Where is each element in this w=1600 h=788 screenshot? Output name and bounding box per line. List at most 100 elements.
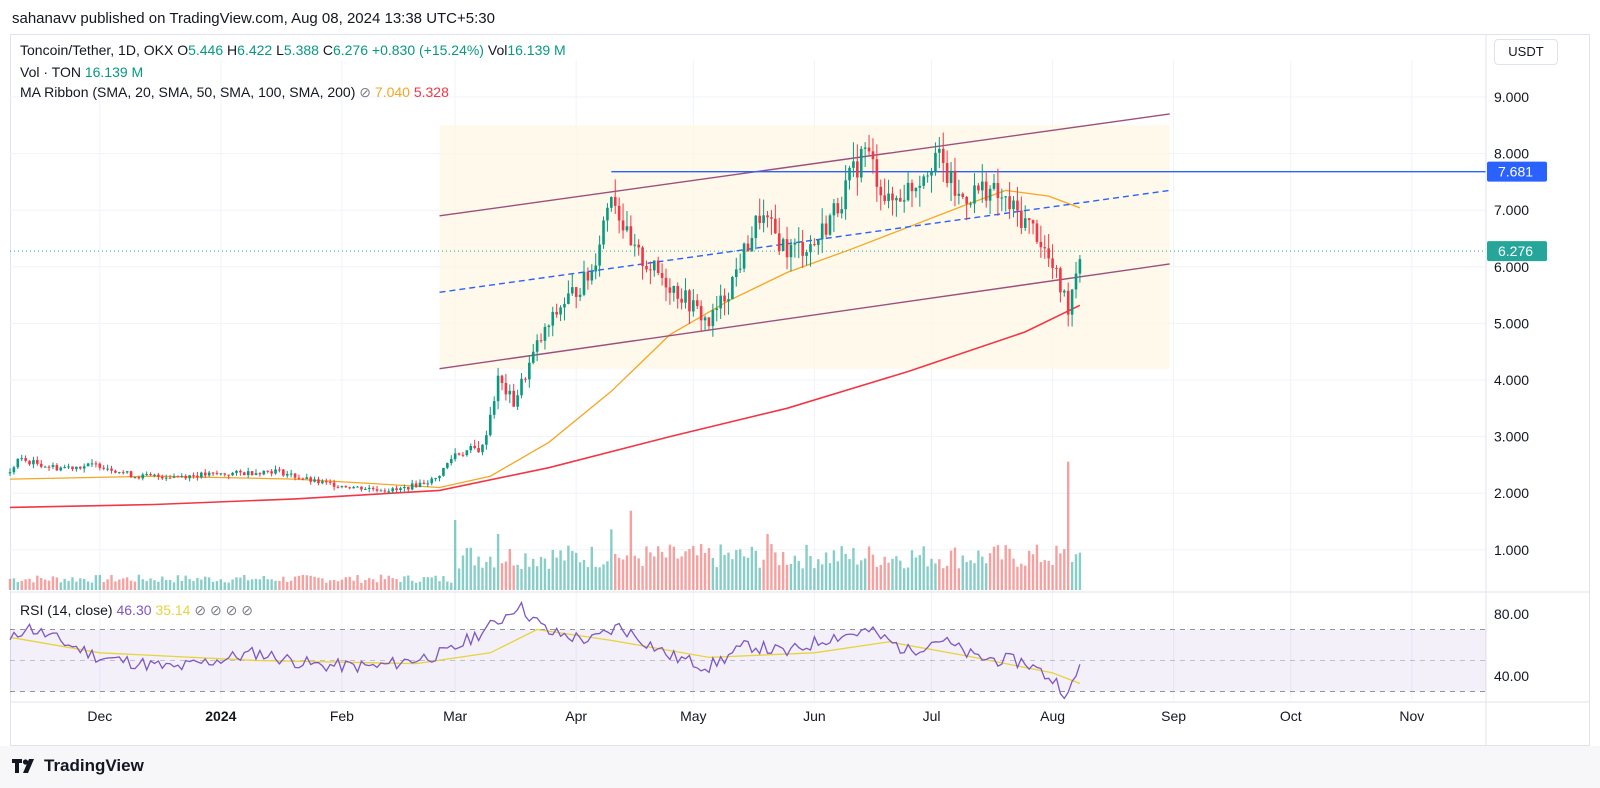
channel-upper-line[interactable] xyxy=(439,113,1170,217)
candle-body xyxy=(200,472,203,478)
change-value: +0.830 (+15.24%) xyxy=(371,42,484,58)
volume-bar xyxy=(621,559,625,590)
volume-bar xyxy=(914,557,918,590)
volume-bar xyxy=(602,564,605,590)
candle-body xyxy=(742,243,746,269)
candle-body xyxy=(512,390,516,407)
high-label: H xyxy=(227,42,238,58)
candle-body xyxy=(332,482,336,487)
candle-body xyxy=(813,244,816,246)
volume-bar xyxy=(243,574,246,590)
candle-body xyxy=(1055,267,1058,269)
candle-body xyxy=(980,181,984,191)
volume-bar xyxy=(211,581,215,590)
candle-body xyxy=(43,466,47,468)
volume-bar xyxy=(641,565,644,590)
rsi-tick-label: 40.00 xyxy=(1494,668,1529,684)
volume-bar xyxy=(922,546,925,590)
hidden-icon[interactable]: ⊘ ⊘ ⊘ ⊘ xyxy=(194,602,253,618)
candle-body xyxy=(629,226,633,246)
price-tick-label: 6.000 xyxy=(1494,259,1529,275)
candle-body xyxy=(391,488,394,492)
candle-body xyxy=(442,467,445,476)
volume-bar xyxy=(82,578,86,590)
candle-body xyxy=(387,491,391,493)
channel-middle-line[interactable] xyxy=(439,189,1170,293)
candle-body xyxy=(590,271,594,281)
candle-body xyxy=(254,473,258,476)
volume-bar xyxy=(813,568,816,590)
volume-bar xyxy=(137,574,141,590)
volume-bar xyxy=(200,579,203,590)
candle-body xyxy=(227,474,230,476)
candle-body xyxy=(805,252,808,256)
tradingview-logo-icon xyxy=(12,759,34,773)
volume-bar xyxy=(836,561,840,590)
candle-body xyxy=(692,300,695,312)
volume-bar xyxy=(578,562,582,590)
candle-body xyxy=(446,463,449,468)
hidden-icon[interactable]: ⊘ xyxy=(359,84,371,100)
candle-body xyxy=(301,478,305,480)
candle-body xyxy=(12,467,16,473)
volume-bar xyxy=(446,581,449,590)
rsi-pane: 80.00 40.00 xyxy=(9,600,1529,700)
volume-bar xyxy=(457,568,461,590)
vol-line-label: Vol · TON xyxy=(20,64,81,80)
candle-body xyxy=(223,473,227,475)
candle-body xyxy=(328,481,332,483)
candle-body xyxy=(422,482,426,484)
candle-body xyxy=(1051,258,1054,268)
candle-body xyxy=(789,244,793,258)
brand[interactable]: TradingView xyxy=(12,756,144,776)
time-tick-label: Mar xyxy=(443,708,467,724)
volume-bar xyxy=(1000,559,1004,590)
candle-body xyxy=(574,287,578,297)
volume-bar xyxy=(715,567,718,590)
volume-bar xyxy=(317,577,320,590)
candle-body xyxy=(988,188,992,201)
candle-body xyxy=(770,217,773,219)
volume-bar xyxy=(551,549,554,590)
volume-bar xyxy=(563,560,566,590)
candle-body xyxy=(39,463,43,467)
volume-bar xyxy=(528,566,531,590)
candle-body xyxy=(434,478,437,480)
candle-body xyxy=(36,460,39,464)
candle-body xyxy=(996,182,1000,199)
candle-body xyxy=(137,477,141,479)
candle-body xyxy=(1074,273,1078,290)
volume-bar xyxy=(778,565,781,590)
candle-body xyxy=(582,271,586,295)
vol-line-value: 16.139 M xyxy=(84,64,144,80)
volume-bar xyxy=(192,581,195,590)
volume-bar xyxy=(227,582,230,590)
channel-lower-line[interactable] xyxy=(439,263,1170,370)
volume-bar xyxy=(98,574,102,590)
volume-bar xyxy=(645,546,648,590)
candle-body xyxy=(699,305,703,321)
volume-bar xyxy=(16,582,20,590)
volume-bar xyxy=(692,545,695,590)
volume-bar xyxy=(899,560,902,590)
volume-bar xyxy=(90,582,94,590)
volume-bar xyxy=(86,581,90,590)
volume-bar xyxy=(606,561,609,590)
rsi-tick-label: 80.00 xyxy=(1494,606,1529,622)
volume-bar xyxy=(305,575,308,590)
candle-body xyxy=(1066,290,1070,315)
volume-bar xyxy=(1039,562,1043,590)
volume-bar xyxy=(477,556,480,590)
volume-bar xyxy=(79,578,82,590)
volume-bar xyxy=(789,563,793,590)
candle-body xyxy=(969,203,972,205)
volume-bar xyxy=(1016,566,1019,590)
volume-bar xyxy=(223,582,226,590)
currency-button[interactable]: USDT xyxy=(1494,39,1558,65)
candle-body xyxy=(891,193,894,201)
chart-frame[interactable] xyxy=(10,34,1590,746)
volume-bar xyxy=(94,575,98,590)
candle-body xyxy=(461,454,465,456)
candle-body xyxy=(172,476,176,478)
